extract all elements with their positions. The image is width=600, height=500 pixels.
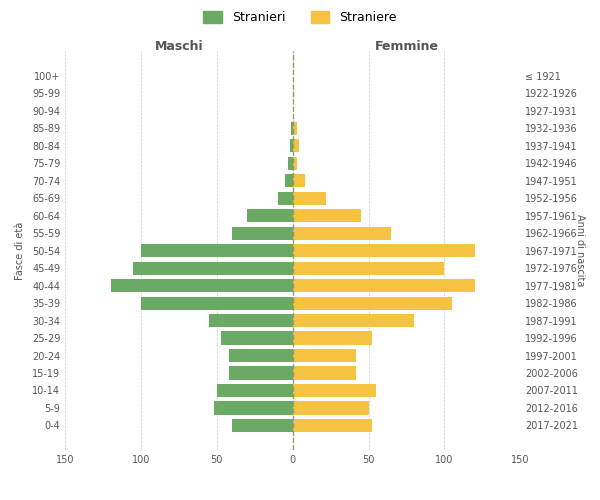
Bar (293, 332, 371, 344)
Bar (247, 209, 293, 222)
Bar (293, 226, 391, 239)
Bar (293, 279, 475, 292)
Bar (293, 209, 361, 222)
Bar (293, 402, 368, 414)
Bar (229, 349, 293, 362)
Bar (293, 139, 299, 152)
Bar (278, 192, 293, 204)
Bar (290, 139, 293, 152)
Bar (293, 366, 356, 380)
Bar (110, 279, 293, 292)
Text: Maschi: Maschi (155, 40, 203, 53)
Bar (288, 156, 293, 170)
Bar (293, 122, 297, 135)
Bar (232, 419, 293, 432)
Bar (141, 296, 293, 310)
Bar (293, 174, 305, 187)
Bar (285, 174, 293, 187)
Y-axis label: Anni di nascita: Anni di nascita (575, 214, 585, 287)
Bar (293, 296, 452, 310)
Bar (214, 402, 293, 414)
Bar (293, 244, 475, 257)
Bar (229, 366, 293, 380)
Bar (293, 262, 445, 274)
Legend: Stranieri, Straniere: Stranieri, Straniere (198, 6, 402, 29)
Text: Femmine: Femmine (374, 40, 439, 53)
Bar (293, 349, 356, 362)
Bar (291, 122, 293, 135)
Bar (293, 384, 376, 397)
Bar (293, 419, 371, 432)
Bar (133, 262, 293, 274)
Bar (217, 384, 293, 397)
Bar (232, 226, 293, 239)
Bar (293, 192, 326, 204)
Bar (221, 332, 293, 344)
Y-axis label: Fasce di età: Fasce di età (15, 222, 25, 280)
Bar (141, 244, 293, 257)
Bar (293, 156, 297, 170)
Bar (293, 314, 414, 327)
Bar (209, 314, 293, 327)
